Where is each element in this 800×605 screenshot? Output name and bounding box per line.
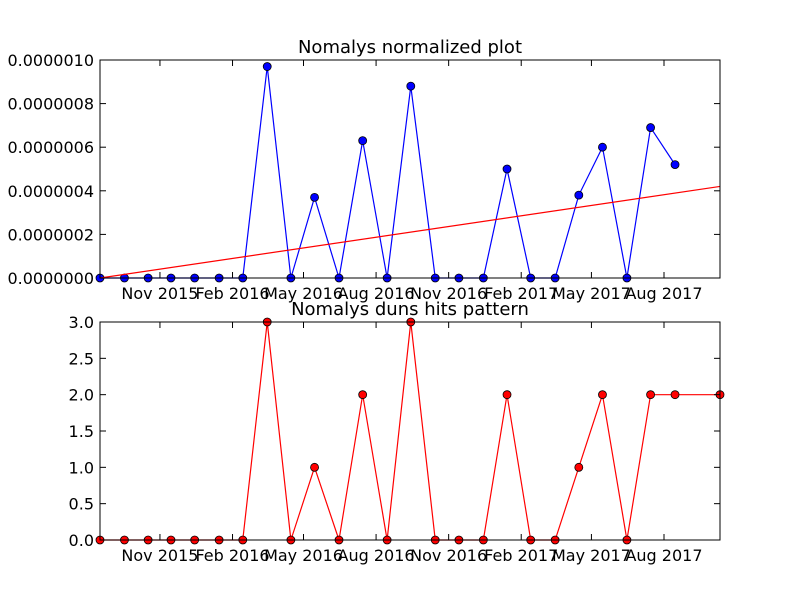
- data-point: [358, 136, 368, 146]
- y-tick-label: 0.0000008: [7, 95, 94, 114]
- y-tick-label: 0.0000002: [7, 225, 94, 244]
- x-tick-label: May 2017: [552, 284, 631, 303]
- chart-title: Nomalys duns hits pattern: [291, 299, 529, 320]
- chart-title: Nomalys normalized plot: [298, 37, 522, 58]
- x-tick-label: Nov 2016: [410, 284, 487, 303]
- y-tick-label: 0.5: [69, 495, 94, 514]
- x-tick-label: Nov 2016: [410, 546, 487, 565]
- y-tick-label: 2.0: [69, 386, 94, 405]
- axis-layer: 0.0000000 0.0000002 0.0000004 0.0000006 0.00…: [7, 51, 720, 303]
- y-tick-label: 0.0000000: [7, 269, 94, 288]
- x-tick-label: Feb 2016: [195, 546, 269, 565]
- x-tick-label: May 2016: [264, 546, 343, 565]
- y-tick-label: 2.5: [69, 349, 94, 368]
- x-tick-label: Nov 2015: [121, 284, 198, 303]
- x-tick-label: Feb 2016: [195, 284, 269, 303]
- x-tick-label: Aug 2016: [338, 284, 415, 303]
- hits-pattern-plot: Nomalys duns hits pattern 0.0 0.5 1.0 1.5 2.…: [69, 299, 725, 565]
- y-tick-label: 0.0000010: [7, 51, 94, 70]
- data-point: [574, 462, 584, 472]
- y-tick-label: 0.0000006: [7, 138, 94, 157]
- x-tick-label: May 2016: [264, 284, 343, 303]
- y-tick-label: 3.0: [69, 313, 94, 332]
- y-tick-label: 0.0: [69, 531, 94, 550]
- x-tick-label: Aug 2017: [625, 546, 702, 565]
- data-point: [598, 390, 607, 400]
- x-tick-label: Feb 2017: [484, 284, 558, 303]
- plot-area: [100, 322, 720, 540]
- plot-frame: [99, 321, 721, 541]
- y-tick-label: 1.5: [69, 422, 94, 441]
- x-tick-label: Aug 2017: [625, 284, 702, 303]
- data-point: [574, 190, 584, 200]
- data-point: [502, 164, 512, 174]
- data-point: [502, 390, 512, 400]
- x-tick-label: May 2017: [552, 546, 631, 565]
- data-point: [670, 390, 680, 400]
- data-point: [262, 62, 272, 71]
- y-tick-label: 1.0: [69, 458, 94, 477]
- series-line: [99, 185, 721, 279]
- data-point: [310, 462, 319, 472]
- x-tick-label: Aug 2016: [338, 546, 415, 565]
- x-tick-label: Nov 2015: [121, 546, 198, 565]
- data-point: [646, 390, 655, 400]
- data-point: [406, 81, 416, 91]
- data-point: [358, 390, 368, 400]
- x-tick-label: Feb 2017: [484, 546, 558, 565]
- data-point: [670, 160, 680, 170]
- y-tick-label: 0.0000004: [7, 182, 94, 201]
- data-point: [310, 192, 319, 202]
- data-point: [598, 142, 607, 152]
- plot-frame: [99, 59, 721, 279]
- normalized-plot: Nomalys normalized plot 0.00000000.00000…: [7, 37, 721, 303]
- data-point: [646, 123, 655, 132]
